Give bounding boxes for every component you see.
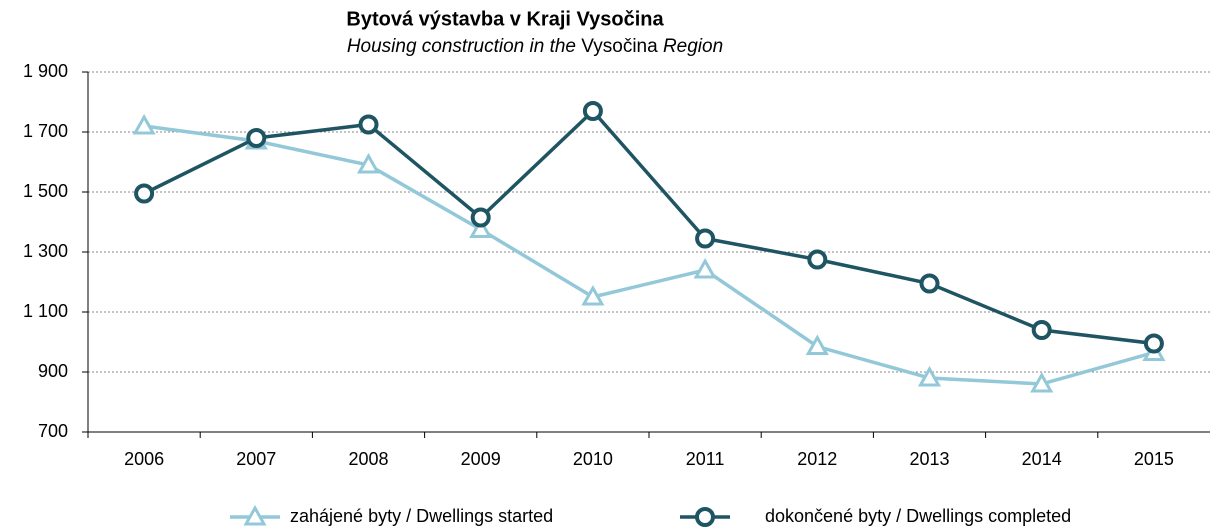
x-tick-label: 2009 — [461, 449, 501, 469]
y-tick-label: 700 — [38, 421, 68, 441]
legend-marker — [695, 507, 715, 527]
data-point — [1030, 371, 1054, 393]
y-tick-label: 1 300 — [23, 241, 68, 261]
data-point — [470, 207, 491, 228]
data-point — [805, 334, 829, 355]
series-line — [143, 124, 1155, 386]
series-line — [143, 108, 1155, 346]
legend-marker — [243, 504, 267, 526]
subtitle-part: Vysočina — [581, 36, 658, 57]
data-point — [134, 183, 155, 204]
y-tick-label: 1 100 — [23, 301, 68, 321]
chart-subtitle: Housing construction in the Vysočina Reg… — [347, 36, 723, 57]
x-tick-label: 2007 — [236, 449, 276, 469]
chart-title: Bytová výstavba v Kraji Vysočina — [346, 8, 664, 30]
data-point — [246, 128, 267, 148]
legend-label: zahájené byty / Dwellings started — [290, 506, 553, 526]
x-tick-label: 2012 — [797, 449, 837, 469]
data-point — [581, 284, 605, 306]
data-point — [919, 273, 940, 294]
data-point — [469, 217, 493, 238]
subtitle-part: Region — [663, 36, 723, 57]
data-point — [807, 249, 828, 270]
x-tick-label: 2010 — [573, 449, 613, 469]
y-tick-label: 1 900 — [23, 61, 68, 81]
subtitle-part: Housing construction in the — [347, 36, 576, 57]
data-point — [1143, 333, 1164, 354]
data-point — [695, 228, 716, 249]
x-tick-label: 2008 — [348, 449, 388, 469]
x-tick-label: 2015 — [1134, 449, 1174, 469]
data-point — [356, 152, 381, 174]
legend-label: dokončené byty / Dwellings completed — [765, 506, 1071, 526]
x-tick-label: 2006 — [124, 449, 164, 469]
data-point — [358, 114, 379, 135]
data-point — [1031, 320, 1052, 340]
y-tick-label: 900 — [38, 361, 68, 381]
data-point — [693, 257, 717, 279]
data-point — [582, 101, 603, 121]
data-point — [917, 365, 942, 387]
x-tick-label: 2011 — [686, 449, 725, 469]
y-tick-label: 1 500 — [23, 181, 68, 201]
y-tick-label: 1 700 — [23, 121, 68, 141]
x-tick-label: 2014 — [1022, 449, 1062, 469]
data-point — [132, 113, 156, 135]
x-tick-label: 2013 — [909, 449, 949, 469]
